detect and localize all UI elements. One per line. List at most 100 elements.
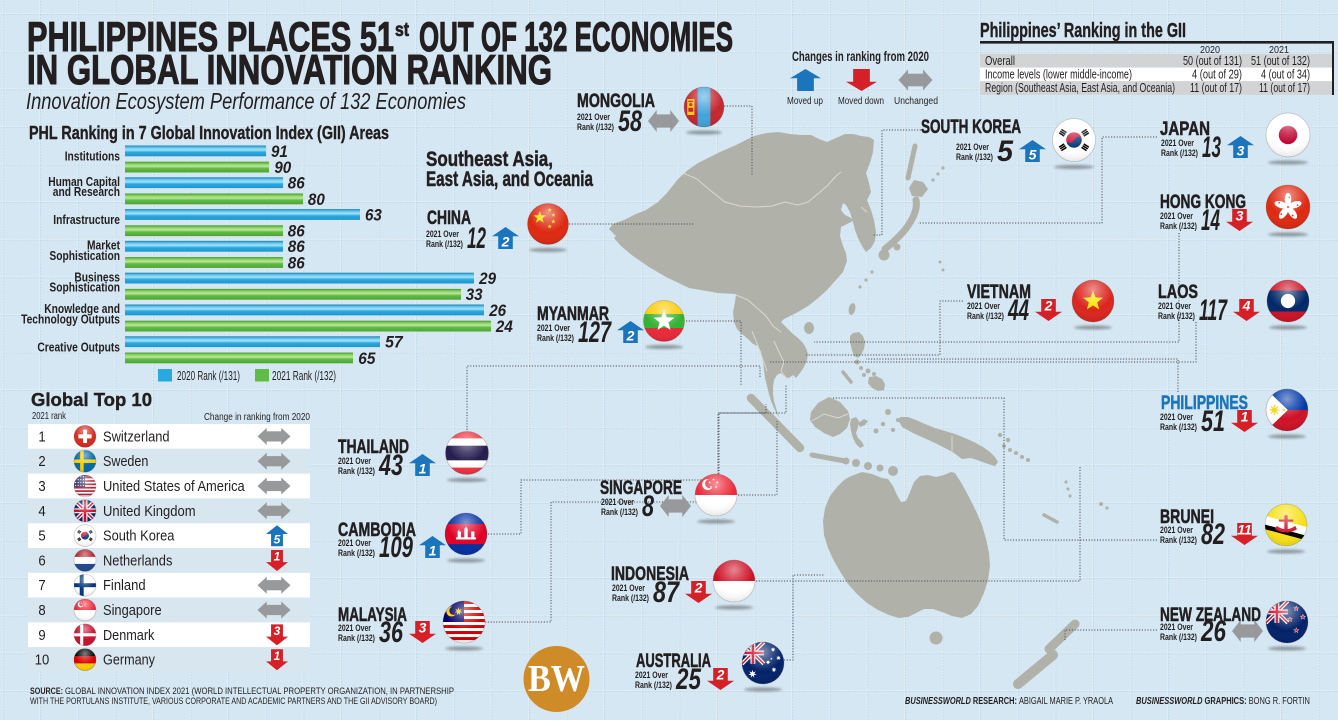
- svg-text:Rank (/132): Rank (/132): [1160, 632, 1197, 642]
- svg-text:Rank (/132): Rank (/132): [537, 333, 574, 343]
- svg-text:Technology Outputs: Technology Outputs: [21, 312, 120, 326]
- svg-text:PHILIPPINES PLACES 51: PHILIPPINES PLACES 51: [27, 13, 394, 60]
- svg-text:East Asia, and Oceania: East Asia, and Oceania: [426, 168, 593, 191]
- svg-text:Unchanged: Unchanged: [894, 95, 938, 107]
- svg-text:2: 2: [1044, 297, 1053, 313]
- svg-text:86: 86: [288, 175, 306, 193]
- svg-text:Rank (/132): Rank (/132): [338, 466, 375, 476]
- svg-text:INDONESIA: INDONESIA: [611, 563, 689, 585]
- svg-text:2: 2: [626, 328, 635, 344]
- svg-text:5: 5: [997, 135, 1014, 168]
- svg-text:Rank (/132): Rank (/132): [612, 593, 649, 603]
- svg-text:5: 5: [38, 529, 45, 545]
- svg-text:9: 9: [38, 628, 45, 644]
- svg-text:11 (out of 17): 11 (out of 17): [1259, 81, 1310, 95]
- svg-text:2021 Over: 2021 Over: [612, 583, 645, 593]
- svg-text:Germany: Germany: [103, 652, 155, 669]
- svg-text:36: 36: [379, 616, 403, 649]
- svg-text:Rank (/132): Rank (/132): [635, 680, 672, 690]
- svg-text:2021 Over: 2021 Over: [338, 623, 371, 633]
- svg-text:24: 24: [495, 318, 513, 336]
- svg-text:Rank (/132): Rank (/132): [577, 122, 614, 132]
- svg-text:2: 2: [501, 234, 510, 250]
- svg-text:2021 Over: 2021 Over: [1160, 525, 1193, 535]
- svg-text:86: 86: [288, 254, 306, 272]
- svg-text:4: 4: [1242, 297, 1251, 313]
- svg-text:5: 5: [1029, 147, 1037, 163]
- svg-text:Knowledge and: Knowledge and: [44, 302, 120, 316]
- svg-text:SINGAPORE: SINGAPORE: [600, 477, 682, 499]
- svg-text:4 (out of 34): 4 (out of 34): [1261, 67, 1310, 81]
- svg-text:3: 3: [38, 479, 45, 495]
- svg-text:Rank (/132): Rank (/132): [1160, 535, 1197, 545]
- svg-text:2021 Over: 2021 Over: [1160, 211, 1193, 221]
- svg-text:109: 109: [379, 531, 413, 564]
- svg-text:Sophistication: Sophistication: [49, 281, 120, 295]
- svg-text:63: 63: [365, 206, 382, 224]
- svg-text:Rank (/132): Rank (/132): [1161, 148, 1198, 158]
- svg-text:PHILIPPINES: PHILIPPINES: [1161, 392, 1248, 414]
- svg-text:117: 117: [1199, 294, 1228, 327]
- svg-text:3: 3: [419, 619, 427, 635]
- svg-text:South Korea: South Korea: [103, 528, 175, 545]
- svg-text:2021 Over: 2021 Over: [635, 670, 668, 680]
- svg-text:NEW ZEALAND: NEW ZEALAND: [1160, 604, 1261, 626]
- svg-text:CHINA: CHINA: [427, 207, 471, 229]
- svg-text:Rank (/132): Rank (/132): [338, 633, 375, 643]
- svg-text:Philippines’ Ranking in the GI: Philippines’ Ranking in the GII: [980, 19, 1186, 42]
- svg-text:91: 91: [271, 143, 288, 161]
- svg-text:44: 44: [1007, 294, 1029, 327]
- svg-text:3: 3: [274, 624, 281, 638]
- svg-text:Infrastructure: Infrastructure: [53, 213, 120, 227]
- svg-text:Global Top 10: Global Top 10: [31, 389, 152, 410]
- svg-text:57: 57: [385, 334, 403, 352]
- svg-text:2021 Over: 2021 Over: [1160, 412, 1193, 422]
- svg-text:33: 33: [466, 286, 483, 304]
- svg-text:82: 82: [1201, 518, 1225, 551]
- svg-text:2020 Rank (/131): 2020 Rank (/131): [177, 369, 240, 383]
- svg-text:29: 29: [478, 270, 497, 288]
- svg-text:Sophistication: Sophistication: [49, 249, 120, 263]
- svg-text:4: 4: [38, 504, 45, 520]
- svg-text:VIETNAM: VIETNAM: [967, 281, 1031, 303]
- svg-text:86: 86: [288, 238, 306, 256]
- svg-text:Creative Outputs: Creative Outputs: [37, 340, 120, 354]
- svg-text:Moved up: Moved up: [787, 95, 823, 107]
- svg-text:2021 rank: 2021 rank: [32, 411, 67, 422]
- svg-text:Business: Business: [74, 270, 120, 284]
- svg-text:6: 6: [38, 553, 45, 569]
- svg-text:Market: Market: [87, 239, 121, 253]
- svg-text:2: 2: [716, 666, 725, 682]
- svg-text:Rank (/132): Rank (/132): [601, 507, 638, 517]
- svg-text:IN GLOBAL INNOVATION RANKING: IN GLOBAL INNOVATION RANKING: [27, 46, 552, 93]
- svg-text:Rank (/132): Rank (/132): [1160, 221, 1197, 231]
- svg-text:JAPAN: JAPAN: [1160, 118, 1210, 140]
- svg-text:CAMBODIA: CAMBODIA: [338, 519, 416, 541]
- svg-text:2021 Over: 2021 Over: [1160, 622, 1193, 632]
- svg-text:Human Capital: Human Capital: [48, 175, 120, 189]
- svg-text:127: 127: [578, 316, 612, 349]
- svg-text:51: 51: [1201, 405, 1225, 438]
- svg-text:50 (out of 131): 50 (out of 131): [1183, 54, 1242, 68]
- svg-text:BUSINESSWORLD: BUSINESSWORLD: [1136, 695, 1203, 707]
- svg-text:OUT OF 132 ECONOMIES: OUT OF 132 ECONOMIES: [419, 13, 733, 60]
- svg-text:10: 10: [35, 653, 50, 669]
- svg-text:GLOBAL INNOVATION INDEX 2021 (: GLOBAL INNOVATION INDEX 2021 (WORLD INTE…: [65, 686, 454, 696]
- svg-text:1: 1: [419, 461, 427, 477]
- svg-text:Region (Southeast Asia, East A: Region (Southeast Asia, East Asia, and O…: [985, 81, 1175, 95]
- svg-text:Rank (/132): Rank (/132): [1158, 311, 1195, 321]
- svg-text:65: 65: [358, 350, 376, 368]
- svg-text:Institutions: Institutions: [65, 150, 120, 164]
- svg-text:1: 1: [274, 550, 281, 564]
- svg-text:Denmark: Denmark: [103, 627, 155, 644]
- svg-text:Rank (/132): Rank (/132): [956, 152, 993, 162]
- svg-text:86: 86: [288, 223, 306, 241]
- svg-text:11 (out of 17): 11 (out of 17): [1190, 81, 1242, 95]
- svg-text:United States of America: United States of America: [103, 478, 245, 495]
- svg-text:1: 1: [1241, 408, 1249, 424]
- svg-text:st: st: [395, 20, 410, 41]
- svg-text:ABIGAIL MARIE P. YRAOLA: ABIGAIL MARIE P. YRAOLA: [1019, 695, 1113, 707]
- svg-text:Change in ranking from 2020: Change in ranking from 2020: [204, 412, 310, 423]
- svg-text:LAOS: LAOS: [1158, 281, 1198, 303]
- svg-text:PHL Ranking in 7 Global Innova: PHL Ranking in 7 Global Innovation Index…: [29, 122, 389, 143]
